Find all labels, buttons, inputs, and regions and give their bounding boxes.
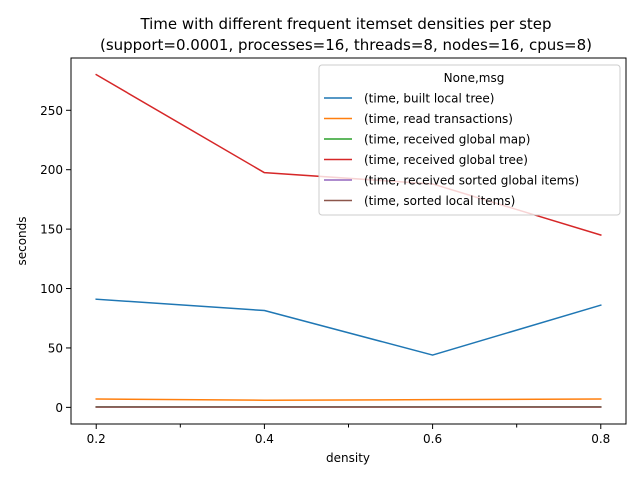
y-tick-label-2: 100 [40,282,63,296]
legend: None,msg (time, built local tree)(time, … [318,64,621,216]
series-line-0 [95,298,602,356]
legend-label-4: (time, received sorted global items) [364,174,579,188]
legend-title: None,msg [444,71,505,85]
y-axis: 0 50 100 150 200 250 [40,104,71,415]
x-axis-label: density [326,451,370,465]
legend-label-5: (time, sorted local items) [364,194,515,208]
x-tick-label-1: 0.4 [255,432,274,446]
x-axis: 0.2 0.4 0.6 0.8 [87,424,610,446]
y-tick-label-3: 150 [40,223,63,237]
legend-label-0: (time, built local tree) [364,92,494,106]
legend-label-1: (time, read transactions) [364,112,513,126]
x-tick-label-2: 0.6 [423,432,442,446]
chart-title-line-2: (support=0.0001, processes=16, threads=8… [100,36,592,54]
legend-entries: (time, built local tree) (time, read tran… [324,92,579,208]
legend-label-2: (time, received global map) [364,133,530,147]
y-tick-label-0: 0 [55,401,63,415]
legend-box [318,64,621,216]
series-line-1 [95,398,602,401]
x-tick-label-3: 0.8 [591,432,610,446]
y-tick-label-5: 250 [40,104,63,118]
plot-area: 0.2 0.4 0.6 0.8 0 50 100 150 200 250 [40,57,627,446]
legend-label-3: (time, received global tree) [364,153,528,167]
chart-title-line-1: Time with different frequent itemset den… [139,15,551,33]
y-axis-label: seconds [15,216,29,265]
y-tick-label-4: 200 [40,163,63,177]
x-tick-label-0: 0.2 [87,432,106,446]
y-tick-label-1: 50 [48,341,63,355]
